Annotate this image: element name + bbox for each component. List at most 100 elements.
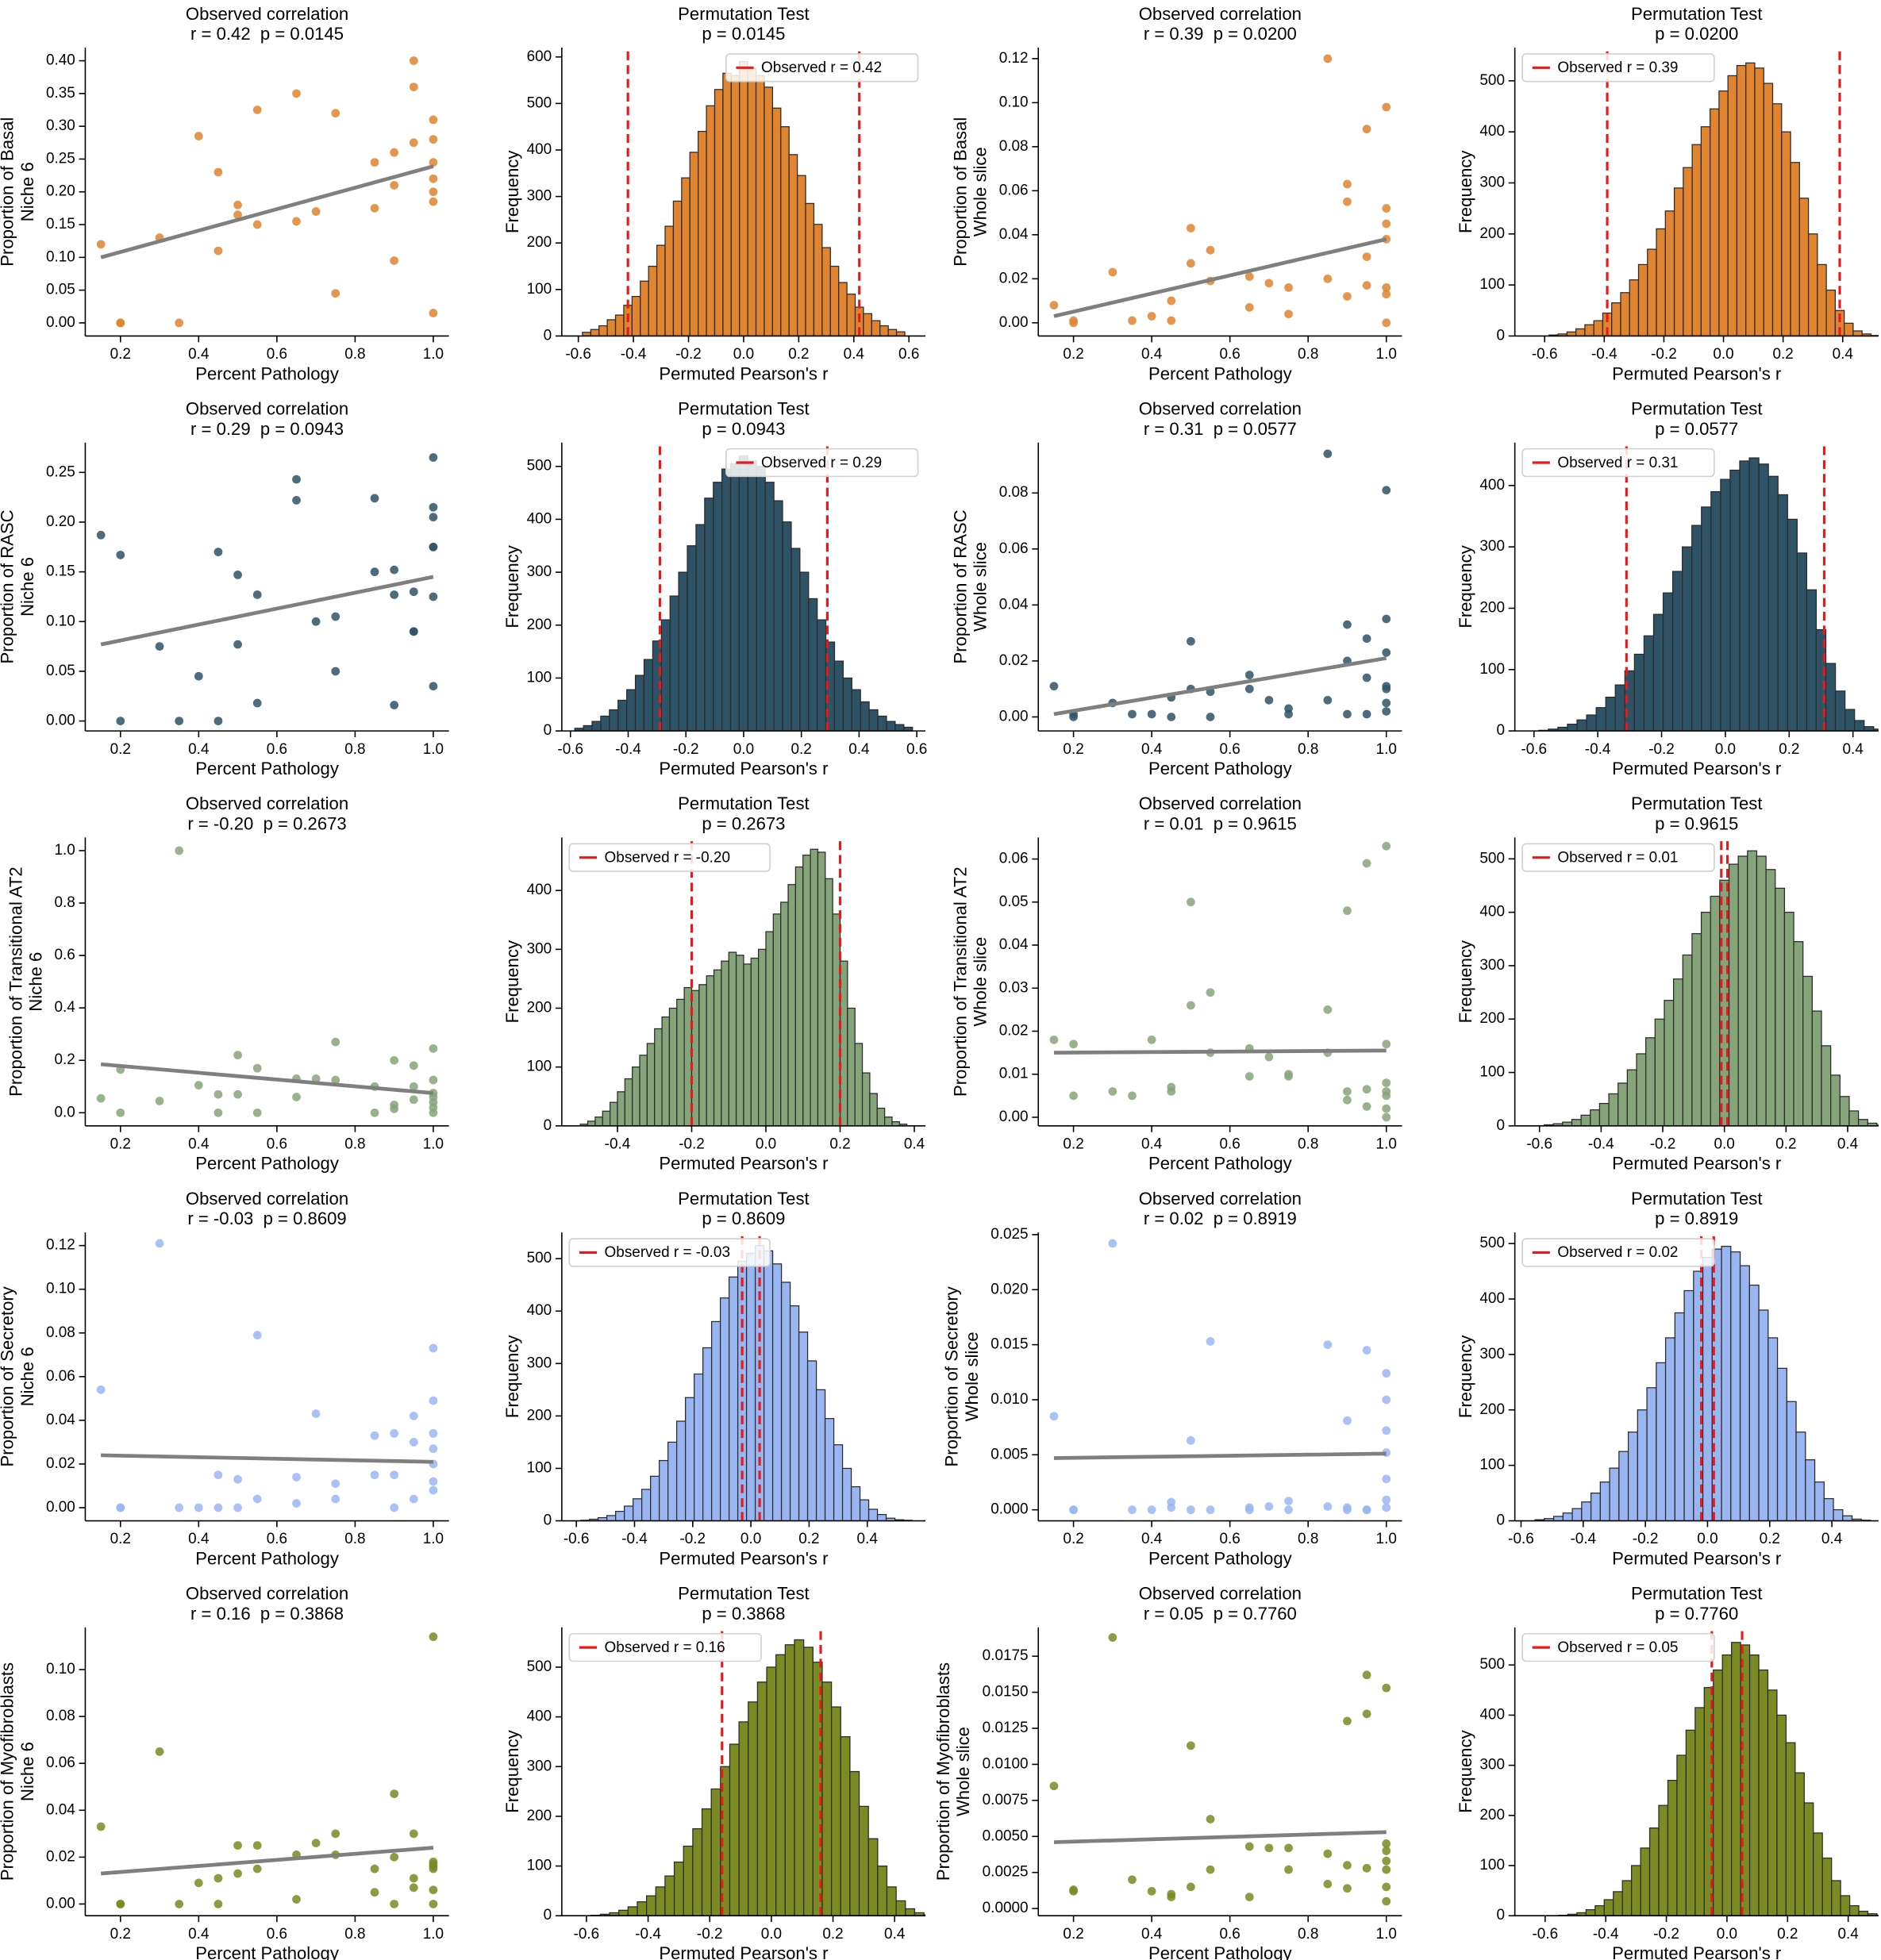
point [311,207,321,216]
x-tick-label: 0.6 [906,741,927,758]
plot-area [1543,837,1879,1126]
point [1244,1072,1254,1081]
point [370,1431,379,1440]
chart-title: Permutation Test [678,794,810,813]
y-tick-label: 0.0025 [983,1864,1029,1881]
point [1284,1497,1293,1505]
point [233,1869,242,1878]
bar [676,998,685,1126]
point [331,1037,340,1047]
plot-area [96,56,438,328]
bar [1803,1802,1814,1916]
y-axis-label: Frequency [1456,940,1475,1023]
x-tick-label: 0.2 [798,1531,819,1547]
point [155,1097,164,1105]
point [213,1470,223,1480]
bar [1833,1508,1844,1521]
point [331,1075,340,1085]
y-tick-label: 0.0125 [983,1720,1029,1736]
bar [1848,1110,1860,1126]
x-axis-label: Permuted Pearson's r [659,1154,828,1174]
point [252,220,262,229]
x-tick-label: 0.2 [110,1926,131,1943]
bar [637,1901,648,1916]
y-tick-label: 300 [1479,957,1505,974]
bar [1781,131,1791,336]
bar [673,1861,684,1916]
bar [871,320,881,336]
bar [728,1276,739,1521]
x-tick-label: -0.2 [1648,741,1675,758]
point [1108,1633,1117,1642]
bar [1575,328,1586,336]
x-tick-label: 0.4 [1141,1531,1162,1547]
y-tick-label: 100 [527,1459,552,1476]
fit-line [100,1846,434,1876]
point [1362,1346,1371,1355]
x-tick-label: -0.4 [1570,1531,1596,1547]
chart-title: Permutation Test [678,1584,810,1604]
bar [887,329,898,336]
point [390,1789,399,1798]
y-tick-label: 300 [527,188,552,205]
bar [842,677,852,732]
x-tick-label: 0.2 [822,1926,843,1943]
point [1206,713,1215,721]
x-tick-label: 0.4 [1141,1926,1162,1943]
point [1362,1709,1371,1719]
point [390,1900,399,1908]
point [1147,1035,1156,1044]
x-tick-label: 0.2 [788,346,809,363]
point [1049,301,1059,309]
point [1128,316,1137,325]
y-tick-label: 0.00 [46,1499,75,1516]
bar [1710,490,1721,732]
legend: Observed r = -0.20 [568,843,771,872]
bar [799,571,810,732]
x-tick-label: 0.4 [1843,741,1864,758]
y-tick-label: 100 [527,1858,552,1874]
chart-subtitle: p = 0.0577 [1655,419,1738,439]
point [175,1900,184,1908]
chart-title: Observed correlation [186,1584,348,1604]
point [370,158,379,167]
point [390,1104,399,1113]
x-tick-label: 0.6 [1219,1926,1240,1943]
point [1323,449,1333,459]
point [1108,267,1117,277]
point [429,1485,438,1495]
y-axis-label: Proportion of RASC [950,509,970,663]
x-axis-label: Percent Pathology [1148,1548,1293,1568]
point [1264,279,1274,288]
bar [632,1066,640,1126]
y-tick-label: 0 [544,1117,552,1134]
bar [1711,1248,1722,1521]
point [409,1494,418,1504]
bar [713,969,722,1126]
bar [1754,67,1764,336]
point [1206,1815,1215,1824]
point [1323,1340,1333,1349]
y-tick-label: 500 [1479,72,1505,89]
fit-line [100,1062,434,1095]
point [1244,303,1254,312]
x-tick-label: -0.6 [564,1531,590,1547]
chart-title: Observed correlation [186,1189,348,1209]
bar [1567,723,1578,732]
x-tick-label: 0.4 [884,1926,905,1943]
y-axis-label: Frequency [1456,150,1475,233]
y-tick-label: 0 [1496,327,1505,344]
x-axis-label: Percent Pathology [195,1548,340,1568]
bar [1796,552,1808,732]
bar [1584,324,1594,336]
point [1343,1861,1352,1870]
bar [787,884,797,1126]
bar [1700,912,1711,1126]
plot-area [1538,442,1879,732]
point [292,1499,301,1508]
bar [1673,187,1684,336]
